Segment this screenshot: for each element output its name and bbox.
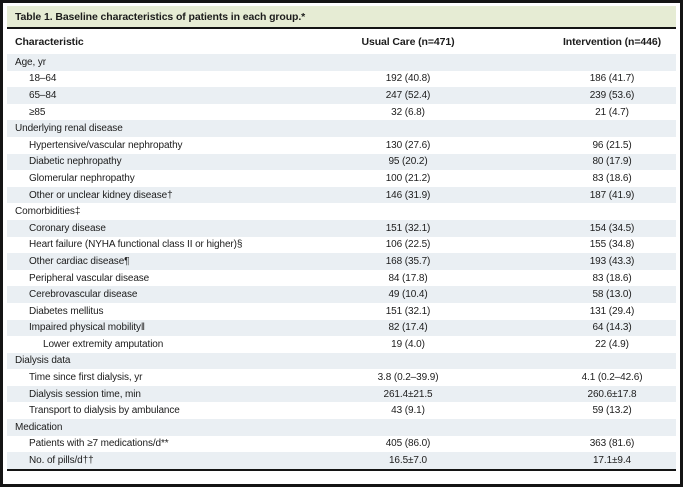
- intervention-cell: 4.1 (0.2–42.6): [581, 372, 643, 384]
- characteristic-cell: Diabetic nephropathy: [29, 156, 122, 168]
- characteristic-cell: Heart failure (NYHA functional class II …: [29, 239, 243, 251]
- table-row: Hypertensive/vascular nephropathy 130 (27…: [7, 137, 676, 154]
- table-row: Underlying renal disease: [7, 120, 676, 137]
- table-row: Dialysis session time, min 261.4±21.5 260.…: [7, 385, 676, 403]
- characteristic-cell: Time since first dialysis, yr: [29, 372, 143, 384]
- table-row: Medication: [7, 419, 676, 436]
- characteristic-cell: Peripheral vascular disease: [29, 272, 150, 284]
- usual-care-cell: 3.8 (0.2–39.9): [377, 372, 439, 384]
- table-row: ≥85 32 (6.8) 21 (4.7): [7, 104, 676, 121]
- intervention-cell: 64 (14.3): [592, 322, 632, 334]
- characteristic-cell: Age, yr: [15, 56, 46, 68]
- characteristic-cell: Lower extremity amputation: [43, 338, 164, 350]
- usual-care-cell: 151 (32.1): [385, 305, 431, 317]
- table-row: Diabetic nephropathy 95 (20.2) 80 (17.9): [7, 153, 676, 171]
- table-body: Age, yr 18–64 192 (40.8) 186 (41.7) 65–84 247…: [7, 54, 676, 471]
- characteristic-cell: Dialysis session time, min: [29, 388, 141, 400]
- usual-care-cell: 261.4±21.5: [383, 388, 433, 400]
- table-row: Cerebrovascular disease 49 (10.4) 58 (13.0…: [7, 286, 676, 303]
- characteristic-cell: Other cardiac disease¶: [29, 255, 130, 267]
- characteristic-cell: Glomerular nephropathy: [29, 172, 135, 184]
- intervention-cell: 22 (4.9): [595, 338, 629, 350]
- usual-care-cell: 192 (40.8): [385, 73, 431, 85]
- intervention-cell: 58 (13.0): [592, 289, 632, 301]
- characteristic-cell: 18–64: [29, 73, 57, 85]
- usual-care-cell: 405 (86.0): [385, 438, 431, 450]
- characteristic-cell: 65–84: [29, 89, 57, 101]
- intervention-cell: 193 (43.3): [589, 255, 635, 267]
- table-row: Time since first dialysis, yr 3.8 (0.2–39…: [7, 369, 676, 386]
- column-header-intervention: Intervention (n=446): [562, 36, 662, 48]
- characteristic-cell: Underlying renal disease: [15, 123, 123, 135]
- intervention-cell: 59 (13.2): [592, 405, 632, 417]
- table-row: 65–84 247 (52.4) 239 (53.6): [7, 87, 676, 104]
- intervention-cell: 83 (18.6): [592, 172, 632, 184]
- usual-care-cell: 82 (17.4): [388, 322, 428, 334]
- table-row: Age, yr: [7, 54, 676, 71]
- table-row: Other cardiac disease¶ 168 (35.7) 193 (43.…: [7, 253, 676, 270]
- table-row: Coronary disease 151 (32.1) 154 (34.5): [7, 219, 676, 237]
- usual-care-cell: 106 (22.5): [385, 239, 431, 251]
- table-row: Transport to dialysis by ambulance 43 (9.…: [7, 402, 676, 419]
- usual-care-cell: 100 (21.2): [385, 172, 431, 184]
- characteristic-cell: Other or unclear kidney disease†: [29, 189, 173, 201]
- table-row: Impaired physical mobility‖ 82 (17.4) 64 (…: [7, 319, 676, 337]
- table-row: Diabetes mellitus 151 (32.1) 131 (29.4): [7, 303, 676, 320]
- table-header-row: Characteristic Usual Care (n=471) Interv…: [7, 29, 676, 54]
- characteristic-cell: Coronary disease: [29, 222, 106, 234]
- usual-care-cell: 49 (10.4): [388, 289, 428, 301]
- usual-care-cell: 151 (32.1): [385, 222, 431, 234]
- table-row: Other or unclear kidney disease† 146 (31.…: [7, 186, 676, 204]
- column-header-usual-care: Usual Care (n=471): [361, 36, 455, 48]
- table-row: Glomerular nephropathy 100 (21.2) 83 (18.6…: [7, 170, 676, 187]
- usual-care-cell: 16.5±7.0: [388, 455, 428, 467]
- table-row: Peripheral vascular disease 84 (17.8) 83 (…: [7, 270, 676, 287]
- usual-care-cell: 168 (35.7): [385, 255, 431, 267]
- intervention-cell: 363 (81.6): [589, 438, 635, 450]
- characteristic-cell: Hypertensive/vascular nephropathy: [29, 139, 183, 151]
- table-row: Lower extremity amputation 19 (4.0) 22 (4.…: [7, 336, 676, 353]
- intervention-cell: 21 (4.7): [595, 106, 629, 118]
- usual-care-cell: 130 (27.6): [385, 139, 431, 151]
- characteristic-cell: Cerebrovascular disease: [29, 289, 138, 301]
- characteristic-cell: Transport to dialysis by ambulance: [29, 405, 180, 417]
- table-row: 18–64 192 (40.8) 186 (41.7): [7, 71, 676, 88]
- characteristic-cell: Patients with ≥7 medications/d**: [29, 438, 169, 450]
- usual-care-cell: 146 (31.9): [385, 189, 431, 201]
- usual-care-cell: 95 (20.2): [388, 156, 428, 168]
- usual-care-cell: 32 (6.8): [391, 106, 425, 118]
- table-row: No. of pills/d†† 16.5±7.0 17.1±9.4: [7, 452, 676, 469]
- intervention-cell: 80 (17.9): [592, 156, 632, 168]
- intervention-cell: 186 (41.7): [589, 73, 635, 85]
- characteristic-cell: Dialysis data: [15, 355, 71, 367]
- table-row: Heart failure (NYHA functional class II …: [7, 237, 676, 254]
- column-header-characteristic: Characteristic: [15, 36, 84, 48]
- usual-care-cell: 247 (52.4): [385, 89, 431, 101]
- characteristic-cell: ≥85: [29, 106, 46, 118]
- characteristic-cell: Comorbidities‡: [15, 206, 81, 218]
- table-title: Table 1. Baseline characteristics of pat…: [7, 6, 676, 29]
- intervention-cell: 187 (41.9): [589, 189, 635, 201]
- table-row: Dialysis data: [7, 352, 676, 370]
- intervention-cell: 131 (29.4): [589, 305, 635, 317]
- intervention-cell: 154 (34.5): [589, 222, 635, 234]
- characteristic-cell: Impaired physical mobility‖: [29, 322, 145, 334]
- usual-care-cell: 43 (9.1): [391, 405, 425, 417]
- intervention-cell: 260.6±17.8: [587, 388, 637, 400]
- table-row: Comorbidities‡: [7, 203, 676, 220]
- characteristic-cell: Medication: [15, 421, 63, 433]
- table-row: Patients with ≥7 medications/d** 405 (86.…: [7, 436, 676, 453]
- intervention-cell: 83 (18.6): [592, 272, 632, 284]
- intervention-cell: 239 (53.6): [589, 89, 635, 101]
- usual-care-cell: 84 (17.8): [388, 272, 428, 284]
- characteristic-cell: No. of pills/d††: [29, 455, 94, 467]
- intervention-cell: 17.1±9.4: [592, 455, 632, 467]
- intervention-cell: 96 (21.5): [592, 139, 632, 151]
- characteristic-cell: Diabetes mellitus: [29, 305, 104, 317]
- intervention-cell: 155 (34.8): [589, 239, 635, 251]
- usual-care-cell: 19 (4.0): [391, 338, 425, 350]
